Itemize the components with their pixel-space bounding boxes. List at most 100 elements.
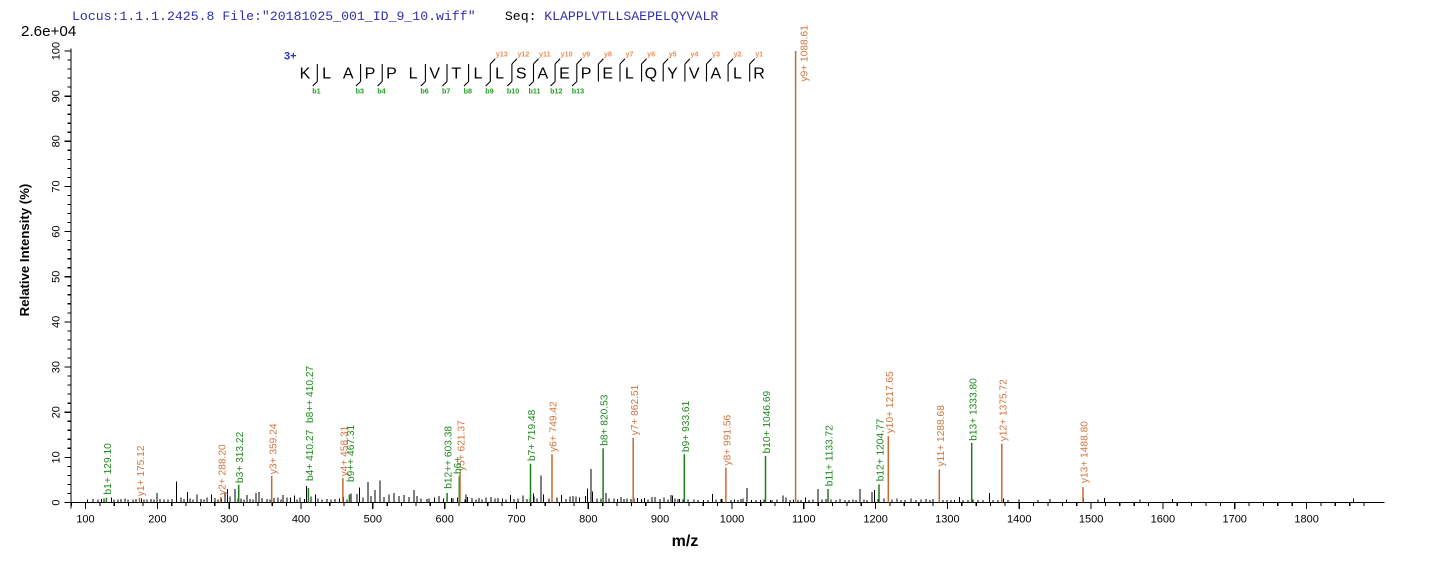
- svg-text:b1+ 129.10: b1+ 129.10: [103, 443, 114, 495]
- svg-text:y5: y5: [669, 50, 677, 59]
- svg-text:50: 50: [51, 271, 63, 283]
- svg-text:L: L: [733, 65, 742, 82]
- svg-text:Locus:1.1.1.2425.8 File:"20181: Locus:1.1.1.2425.8 File:"20181025_001_ID…: [72, 9, 476, 24]
- svg-text:b11+ 1133.72: b11+ 1133.72: [825, 425, 836, 486]
- svg-text:10: 10: [51, 451, 63, 463]
- svg-text:b12++ 603.38: b12++ 603.38: [444, 426, 455, 489]
- svg-text:y11: y11: [539, 50, 551, 59]
- svg-text:y10+ 1217.65: y10+ 1217.65: [885, 371, 896, 433]
- svg-text:y6: y6: [647, 50, 655, 59]
- svg-text:90: 90: [51, 90, 63, 102]
- svg-text:L: L: [322, 65, 331, 82]
- svg-text:Q: Q: [645, 65, 657, 82]
- svg-text:200: 200: [148, 514, 166, 526]
- svg-text:P: P: [581, 65, 592, 82]
- svg-text:y13: y13: [496, 50, 508, 59]
- svg-text:2.6e+04: 2.6e+04: [21, 23, 76, 40]
- svg-text:b7: b7: [442, 87, 450, 96]
- svg-text:1000: 1000: [720, 514, 744, 526]
- svg-text:b8: b8: [464, 87, 472, 96]
- svg-text:500: 500: [364, 514, 382, 526]
- svg-text:y12+ 1375.72: y12+ 1375.72: [998, 379, 1009, 441]
- svg-text:y4: y4: [690, 50, 698, 59]
- svg-text:20: 20: [51, 406, 63, 418]
- svg-text:y11+ 1288.68: y11+ 1288.68: [936, 405, 947, 467]
- svg-text:L: L: [409, 65, 418, 82]
- svg-text:b9: b9: [485, 87, 493, 96]
- svg-text:800: 800: [579, 514, 597, 526]
- svg-text:b10: b10: [507, 87, 519, 96]
- svg-text:1700: 1700: [1222, 514, 1246, 526]
- svg-text:b8++ 410.27: b8++ 410.27: [305, 365, 316, 423]
- svg-text:b13+ 1333.80: b13+ 1333.80: [968, 378, 979, 441]
- svg-text:P: P: [386, 65, 397, 82]
- svg-text:y4+ 458.31: y4+ 458.31: [339, 425, 350, 476]
- svg-text:1800: 1800: [1294, 514, 1318, 526]
- svg-text:1400: 1400: [1007, 514, 1031, 526]
- svg-text:1300: 1300: [935, 514, 959, 526]
- svg-text:R: R: [753, 65, 765, 82]
- svg-text:y8: y8: [604, 50, 612, 59]
- svg-text:y12: y12: [517, 50, 529, 59]
- svg-text:Relative Intensity (%): Relative Intensity (%): [17, 184, 32, 317]
- svg-text:y6+ 749.42: y6+ 749.42: [549, 401, 560, 452]
- svg-text:Seq:: Seq:: [505, 9, 537, 24]
- svg-text:K: K: [300, 65, 311, 82]
- svg-text:b6: b6: [420, 87, 428, 96]
- svg-text:30: 30: [51, 361, 63, 373]
- svg-text:1100: 1100: [792, 514, 816, 526]
- svg-text:1200: 1200: [863, 514, 887, 526]
- svg-text:b13: b13: [572, 87, 584, 96]
- svg-text:b8+ 820.53: b8+ 820.53: [600, 394, 611, 446]
- svg-text:b7+ 719.48: b7+ 719.48: [527, 409, 538, 461]
- svg-text:b1: b1: [312, 87, 320, 96]
- svg-text:T: T: [451, 65, 461, 82]
- svg-text:y3: y3: [712, 50, 720, 59]
- svg-text:300: 300: [220, 514, 238, 526]
- svg-text:V: V: [429, 65, 440, 82]
- svg-text:b9+ 933.61: b9+ 933.61: [681, 400, 692, 452]
- svg-text:0: 0: [51, 499, 63, 505]
- svg-text:40: 40: [51, 316, 63, 328]
- svg-text:y1: y1: [755, 50, 763, 59]
- svg-text:A: A: [537, 65, 548, 82]
- svg-text:y5+ 621.37: y5+ 621.37: [457, 420, 468, 471]
- svg-text:y7: y7: [626, 50, 634, 59]
- svg-text:E: E: [559, 65, 570, 82]
- svg-text:y10: y10: [561, 50, 573, 59]
- svg-text:b3+ 313.22: b3+ 313.22: [235, 431, 246, 483]
- svg-text:80: 80: [51, 135, 63, 147]
- svg-text:b10+ 1046.69: b10+ 1046.69: [762, 390, 773, 453]
- svg-text:P: P: [365, 65, 376, 82]
- svg-text:L: L: [495, 65, 504, 82]
- svg-text:100: 100: [51, 42, 63, 60]
- svg-text:700: 700: [507, 514, 525, 526]
- svg-text:b12+ 1204.77: b12+ 1204.77: [876, 418, 887, 481]
- svg-text:L: L: [625, 65, 634, 82]
- svg-text:y2: y2: [734, 50, 742, 59]
- svg-text:A: A: [710, 65, 721, 82]
- svg-text:E: E: [602, 65, 613, 82]
- svg-text:L: L: [474, 65, 483, 82]
- svg-text:b4+ 410.27: b4+ 410.27: [305, 429, 316, 481]
- svg-text:y3+ 359.24: y3+ 359.24: [268, 423, 279, 474]
- svg-text:1600: 1600: [1151, 514, 1175, 526]
- svg-text:Y: Y: [667, 65, 678, 82]
- svg-text:60: 60: [51, 225, 63, 237]
- svg-text:m/z: m/z: [672, 533, 699, 550]
- svg-text:b12: b12: [550, 87, 562, 96]
- svg-text:y2+ 288.20: y2+ 288.20: [217, 444, 228, 495]
- svg-text:b4: b4: [377, 87, 385, 96]
- svg-text:y8+ 991.56: y8+ 991.56: [722, 414, 733, 465]
- svg-text:b3: b3: [356, 87, 364, 96]
- svg-text:A: A: [343, 65, 354, 82]
- svg-text:y9: y9: [582, 50, 590, 59]
- svg-text:b9++ 467.31: b9++ 467.31: [346, 424, 357, 482]
- svg-text:y7+ 862.51: y7+ 862.51: [630, 384, 641, 435]
- svg-text:y1+ 175.12: y1+ 175.12: [136, 445, 147, 496]
- svg-text:KLAPPLVTLLSAEPELQYVALR: KLAPPLVTLLSAEPELQYVALR: [544, 9, 718, 24]
- svg-text:y13+ 1488.80: y13+ 1488.80: [1080, 421, 1091, 483]
- svg-text:b6+: b6+: [453, 457, 464, 474]
- svg-text:100: 100: [76, 514, 94, 526]
- svg-text:S: S: [516, 65, 527, 82]
